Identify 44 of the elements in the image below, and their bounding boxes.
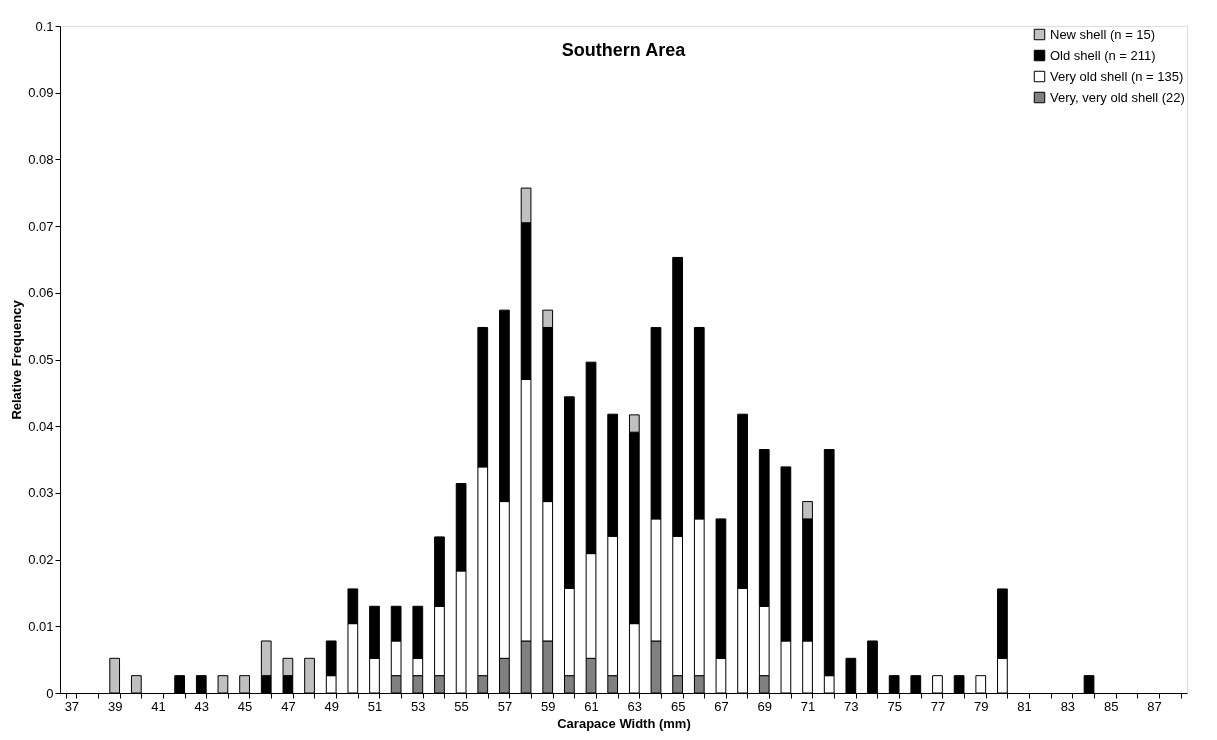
- legend-label: Very, very old shell (22): [1050, 89, 1185, 105]
- x-tick-label: 63: [627, 698, 643, 714]
- x-tick-label: 59: [540, 698, 556, 714]
- legend-label: New shell (n = 15): [1050, 26, 1156, 42]
- y-tick-label: 0.1: [35, 18, 54, 34]
- x-tick-label: 85: [1103, 698, 1119, 714]
- x-tick-label: 39: [107, 698, 123, 714]
- x-tick-label: 73: [844, 698, 859, 714]
- x-axis-title: Carapace Width (mm): [557, 715, 691, 731]
- x-tick-label: 67: [714, 698, 729, 714]
- x-tick-label: 77: [930, 698, 946, 714]
- x-tick-label: 69: [757, 698, 772, 714]
- text: Southern Area: [561, 40, 687, 60]
- x-tick-label: 41: [151, 698, 166, 714]
- x-tick-label: 51: [367, 698, 383, 714]
- x-tick-label: 45: [237, 698, 253, 714]
- x-tick-label: 43: [194, 698, 210, 714]
- x-tick-label: 65: [670, 698, 686, 714]
- y-tick-label: 0.02: [28, 552, 54, 568]
- legend-label: Very old shell (n = 135): [1050, 68, 1184, 84]
- y-tick-label: 0.07: [28, 218, 54, 234]
- y-tick-label: 0: [46, 685, 54, 701]
- x-tick-label: 79: [974, 698, 989, 714]
- x-tick-label: 81: [1017, 698, 1032, 714]
- y-tick-label: 0.03: [28, 485, 54, 501]
- x-tick-label: 87: [1147, 698, 1162, 714]
- x-tick-label: 75: [887, 698, 902, 714]
- y-tick-label: 0.05: [28, 352, 54, 367]
- x-tick-label: 61: [584, 698, 599, 714]
- y-tick-label: 0.09: [28, 85, 54, 101]
- y-tick-label: 0.04: [28, 418, 54, 434]
- y-tick-label: 0.08: [28, 151, 54, 167]
- x-tick-label: 83: [1060, 698, 1076, 714]
- legend-label: Old shell (n = 211): [1050, 47, 1156, 63]
- x-tick-label: 37: [64, 698, 80, 714]
- y-tick-label: 0.01: [28, 618, 54, 634]
- y-axis-title: Relative Frequency: [9, 299, 25, 420]
- x-tick-label: 55: [454, 698, 469, 714]
- x-tick-label: 71: [800, 698, 816, 714]
- x-tick-label: 47: [281, 698, 296, 714]
- y-tick-label: 0.06: [28, 285, 54, 301]
- x-tick-label: 53: [411, 698, 426, 714]
- x-tick-label: 49: [324, 698, 339, 714]
- x-tick-label: 57: [497, 698, 513, 714]
